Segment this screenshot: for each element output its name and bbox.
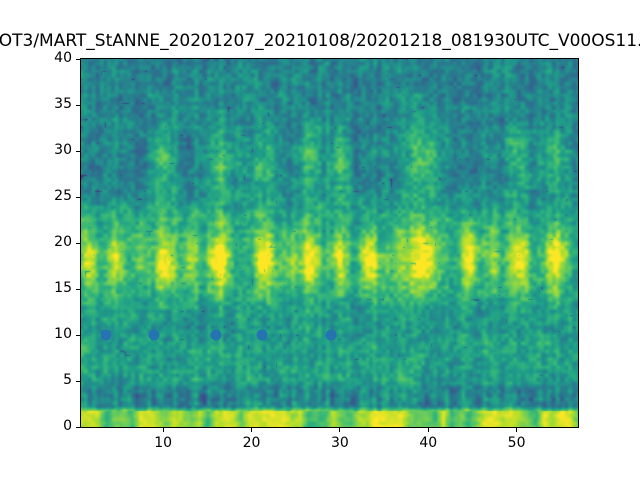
y-tick-mark [76,104,80,106]
y-tick-label: 25 [54,188,72,204]
chart-title: OT3/MART_StANNE_20201207_20210108/202012… [0,31,640,51]
x-tick-mark [427,428,429,432]
scatter-point [148,329,160,341]
spectrogram-heatmap [81,59,578,427]
scatter-point [100,329,112,341]
plot-area [80,58,579,428]
scatter-point [256,329,268,341]
y-tick-mark [76,380,80,382]
x-tick-mark [251,428,253,432]
y-tick-label: 30 [54,142,72,158]
x-tick-label: 10 [154,435,173,451]
x-tick-label: 40 [419,435,438,451]
y-tick-mark [76,150,80,152]
x-tick-mark [162,428,164,432]
y-tick-label: 10 [54,326,72,342]
y-tick-label: 15 [54,280,72,296]
y-tick-mark [76,426,80,428]
y-tick-label: 35 [54,96,72,112]
x-tick-label: 50 [507,435,526,451]
y-tick-label: 20 [54,234,72,250]
x-tick-mark [339,428,341,432]
y-tick-mark [76,288,80,290]
y-tick-mark [76,58,80,60]
y-tick-mark [76,196,80,198]
y-tick-label: 5 [63,372,72,388]
y-tick-label: 0 [63,418,72,434]
y-tick-mark [76,242,80,244]
scatter-point [325,329,337,341]
y-tick-label: 40 [54,50,72,66]
x-tick-label: 30 [330,435,349,451]
scatter-point [210,329,222,341]
x-tick-mark [516,428,518,432]
y-tick-mark [76,334,80,336]
x-tick-label: 20 [242,435,261,451]
